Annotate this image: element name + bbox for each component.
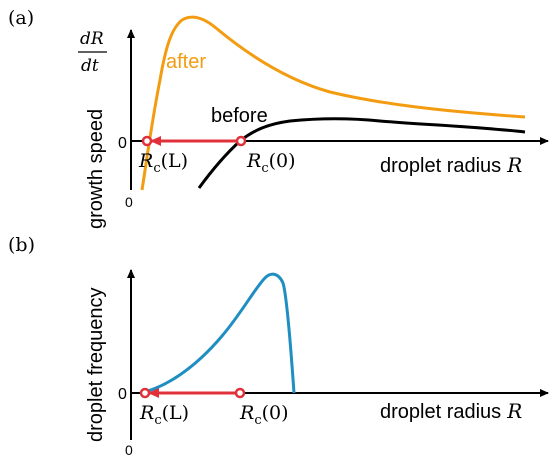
panel-b-zero-x: 0: [125, 442, 133, 458]
panel-b-label: (b): [8, 234, 35, 256]
before-curve: [197, 117, 526, 189]
panel-a-xlabel: droplet radius R: [380, 153, 522, 177]
panel-a-marker-rc0: [235, 135, 247, 147]
panel-b-marker-rc0: [234, 387, 246, 399]
dt-denominator: dt: [81, 56, 99, 76]
frequency-curve: [139, 272, 296, 395]
panel-b: (b) droplet frequency 0 0 droplet radius…: [8, 234, 549, 458]
panel-a: (a) growth speed dR dt 0 0 droplet radiu…: [8, 7, 549, 229]
panel-b-ylabel: droplet frequency: [85, 287, 107, 442]
panel-a-zero-x: 0: [125, 194, 133, 210]
panel-a-rcl-label: Rc(L): [138, 150, 188, 176]
panel-b-rcl-label: Rc(L): [139, 402, 189, 428]
before-curve-label: before: [211, 105, 268, 127]
after-curve-label: after: [166, 51, 206, 73]
panel-b-rc0-label: Rc(0): [239, 402, 289, 428]
panel-b-marker-rcl: [139, 387, 151, 399]
panel-b-xlabel: droplet radius R: [380, 399, 522, 423]
panel-a-ylabel: growth speed: [85, 109, 107, 229]
panel-b-zero-y: 0: [118, 386, 127, 403]
dr-numerator: dR: [80, 29, 104, 49]
after-curve: [140, 15, 526, 191]
panel-a-label: (a): [8, 7, 34, 29]
panel-a-marker-rcl: [141, 135, 153, 147]
panel-a-zero-y: 0: [118, 135, 127, 152]
panel-a-rc0-label: Rc(0): [246, 150, 296, 176]
panel-a-ylabel-math: dR dt: [78, 29, 107, 76]
